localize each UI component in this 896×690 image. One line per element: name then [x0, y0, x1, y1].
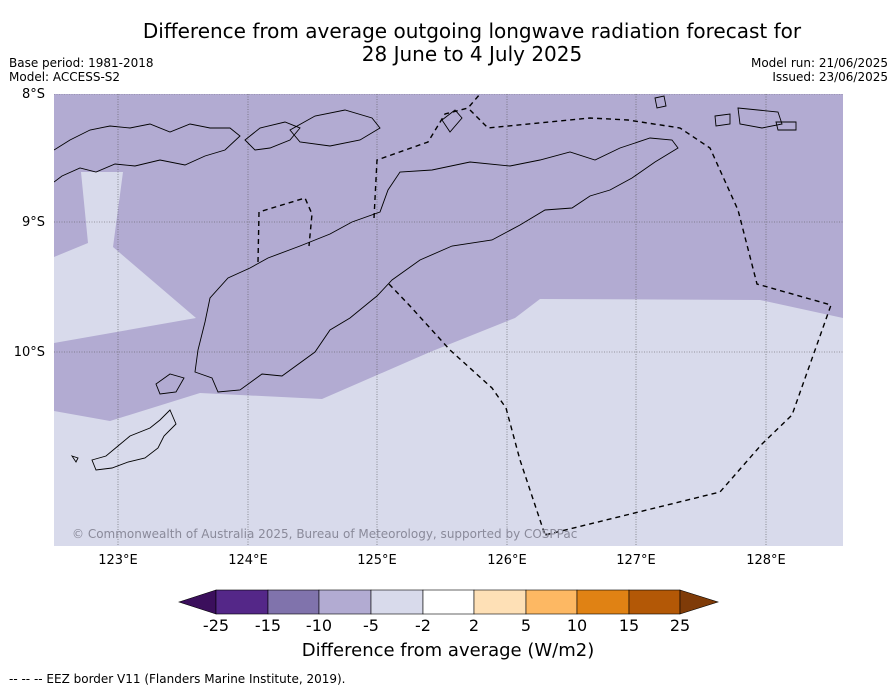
colorbar-title: Difference from average (W/m2) — [301, 640, 595, 661]
model-run-text: Model run: 21/06/2025 — [750, 56, 888, 70]
colorbar-bin-3 — [318, 589, 372, 615]
colorbar-tick: -5 — [363, 616, 379, 635]
lon-label-126e: 126°E — [487, 553, 527, 568]
colorbar-tick: 10 — [566, 616, 588, 635]
wetar-island-coast — [289, 109, 381, 147]
savu-island-coast — [155, 373, 185, 395]
coastlines — [54, 95, 797, 471]
colorbar-extend-low — [178, 589, 217, 615]
anomaly-field-medium — [54, 94, 843, 421]
colorbar-extend-high — [679, 589, 719, 615]
colorbar — [178, 589, 719, 615]
colorbar-bin-1 — [215, 589, 269, 615]
alor-island-coast — [244, 121, 301, 151]
lat-label-8s: 8°S — [21, 87, 45, 102]
colorbar-tick: -10 — [305, 616, 333, 635]
chart-title: Difference from average outgoing longwav… — [0, 20, 896, 66]
flores-island-coast — [54, 123, 241, 183]
meta-left: Base period: 1981-2018 Model: ACCESS-S2 — [9, 56, 154, 84]
colorbar-bin-4 — [370, 589, 424, 615]
colorbar-bin-8 — [576, 589, 630, 615]
colorbar-tick: -25 — [202, 616, 230, 635]
sumba-island-coast — [91, 409, 177, 471]
colorbar-bin-7 — [525, 589, 578, 615]
base-period-text: Base period: 1981-2018 — [9, 56, 154, 70]
lon-label-125e: 125°E — [357, 553, 397, 568]
leti-islands-coast — [714, 107, 797, 131]
title-line-1: Difference from average outgoing longwav… — [142, 19, 802, 43]
footnote: -- -- -- EEZ border V11 (Flanders Marine… — [9, 672, 346, 686]
issued-text: Issued: 23/06/2025 — [772, 70, 888, 84]
colorbar-bin-5 — [422, 589, 475, 615]
kisar-island-coast — [654, 95, 667, 109]
colorbar-tick: 15 — [618, 616, 640, 635]
meta-right: Model run: 21/06/2025 Issued: 23/06/2025 — [751, 56, 888, 84]
lon-label-128e: 128°E — [746, 553, 786, 568]
title-line-2: 28 June to 4 July 2025 — [361, 42, 583, 66]
colorbar-tick: 25 — [669, 616, 691, 635]
lon-label-123e: 123°E — [98, 553, 138, 568]
model-text: Model: ACCESS-S2 — [9, 70, 121, 84]
lat-label-9s: 9°S — [21, 215, 45, 230]
colorbar-tick: 5 — [520, 616, 532, 635]
colorbar-bin-9 — [628, 589, 681, 615]
timor-island-coast — [194, 137, 679, 393]
atauro-island-coast — [441, 109, 463, 133]
colorbar-bin-6 — [473, 589, 527, 615]
rote-island-coast — [70, 455, 79, 463]
lat-label-10s: 10°S — [13, 345, 45, 360]
colorbar-tick: -2 — [415, 616, 431, 635]
lon-label-127e: 127°E — [616, 553, 656, 568]
lon-label-124e: 124°E — [228, 553, 268, 568]
colorbar-bin-2 — [267, 589, 320, 615]
colorbar-tick: 2 — [468, 616, 480, 635]
colorbar-tick: -15 — [254, 616, 282, 635]
copyright-text: © Commonwealth of Australia 2025, Bureau… — [72, 527, 577, 541]
eez-border — [257, 94, 832, 536]
